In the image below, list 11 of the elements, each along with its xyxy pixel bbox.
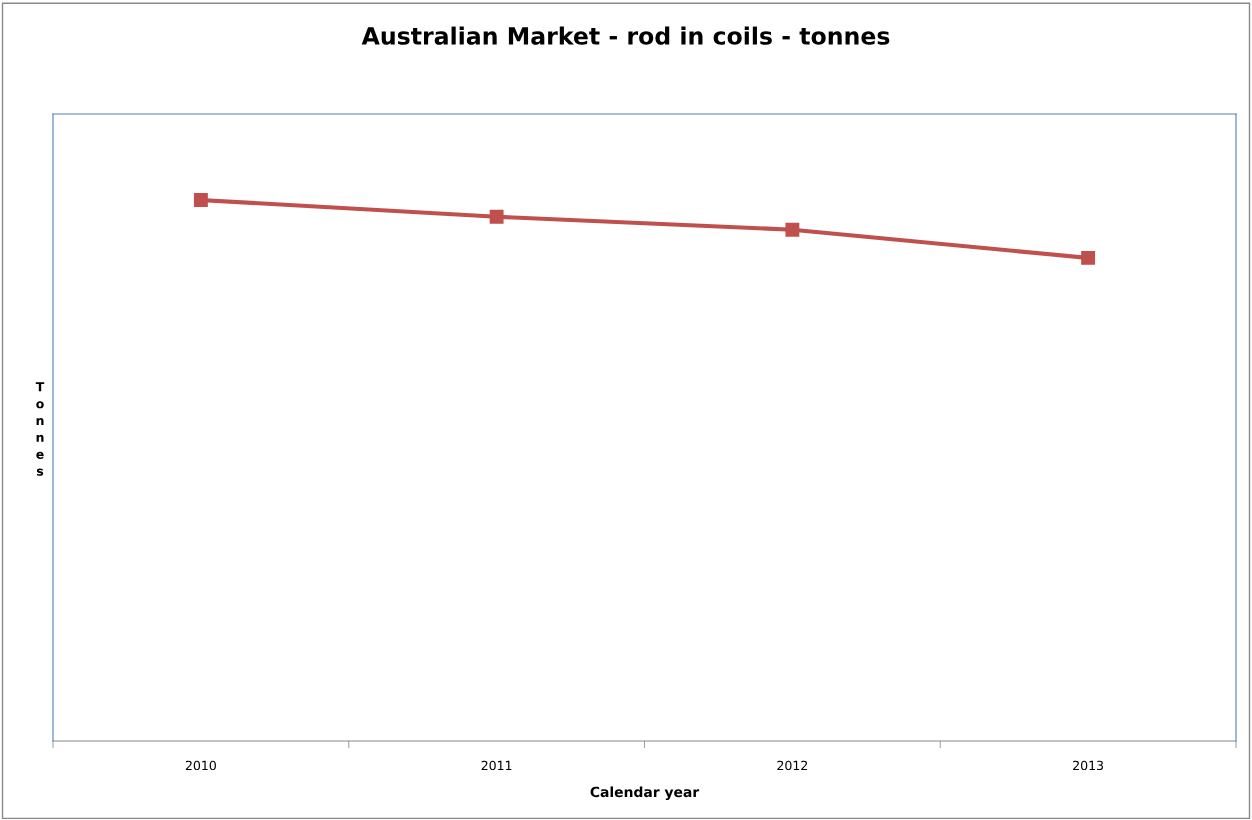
y-axis-title: Tonnes [35,382,45,476]
point [785,222,800,237]
point [193,193,208,207]
x-tick-label: 2011 [481,760,512,771]
x-tick-label: 2010 [185,760,216,771]
x-tick-label: 2013 [1073,760,1104,771]
x-axis-title: Calendar year [590,786,700,800]
point [489,209,504,224]
point [1081,250,1096,265]
chart-title: Australian Market - rod in coils - tonnes [361,26,890,45]
x-tick-label: 2012 [777,760,808,771]
